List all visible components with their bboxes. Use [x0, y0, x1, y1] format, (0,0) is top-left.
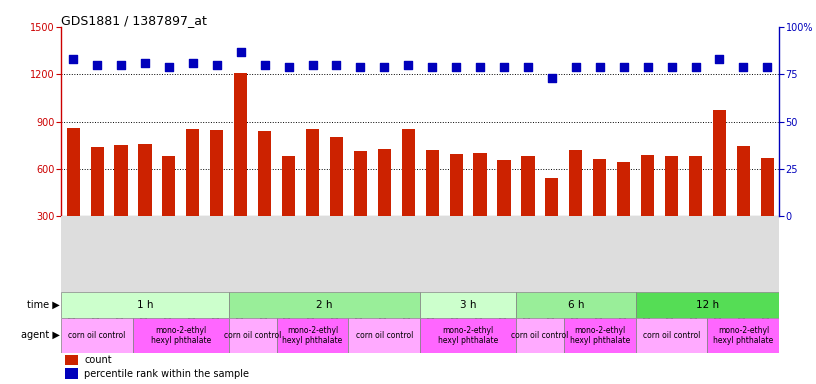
Bar [641, 155, 654, 217]
Point [617, 64, 630, 70]
Bar [354, 151, 367, 217]
Bar [570, 150, 583, 217]
Point [689, 64, 702, 70]
Bar [636, 318, 707, 353]
Text: corn oil control: corn oil control [356, 331, 413, 340]
Point [139, 60, 152, 66]
Bar [61, 318, 133, 353]
Bar [617, 162, 630, 217]
Text: corn oil control: corn oil control [643, 331, 700, 340]
Bar [228, 318, 277, 353]
Bar [330, 137, 343, 217]
Point [593, 64, 606, 70]
Bar [282, 156, 295, 217]
Point [67, 56, 80, 62]
Bar [277, 318, 348, 353]
Bar [450, 154, 463, 217]
Bar [61, 292, 228, 318]
Text: corn oil control: corn oil control [512, 331, 569, 340]
Text: 2 h: 2 h [317, 300, 333, 310]
Point [162, 64, 175, 70]
Bar [162, 156, 175, 217]
Bar [306, 129, 319, 217]
Text: GDS1881 / 1387897_at: GDS1881 / 1387897_at [61, 14, 207, 27]
Point [665, 64, 678, 70]
Text: mono-2-ethyl
hexyl phthalate: mono-2-ethyl hexyl phthalate [713, 326, 774, 345]
Bar [521, 156, 534, 217]
Bar [91, 147, 104, 217]
Bar [234, 73, 247, 217]
Bar [516, 292, 636, 318]
Point [498, 64, 511, 70]
Point [330, 62, 343, 68]
Text: mono-2-ethyl
hexyl phthalate: mono-2-ethyl hexyl phthalate [570, 326, 630, 345]
Bar [67, 128, 80, 217]
Point [570, 64, 583, 70]
Text: 3 h: 3 h [460, 300, 477, 310]
Text: 1 h: 1 h [137, 300, 153, 310]
Point [114, 62, 127, 68]
Bar [114, 144, 127, 217]
Bar [761, 158, 774, 217]
Point [234, 48, 247, 55]
Bar [211, 130, 224, 217]
Bar [665, 156, 678, 217]
Point [545, 75, 558, 81]
Point [282, 64, 295, 70]
Bar [516, 318, 564, 353]
Bar [593, 159, 606, 217]
Bar [228, 292, 420, 318]
Point [378, 64, 391, 70]
Point [91, 62, 104, 68]
Point [401, 62, 415, 68]
Bar [473, 153, 486, 217]
Text: count: count [84, 355, 112, 365]
Point [306, 62, 319, 68]
Bar [564, 318, 636, 353]
Bar [713, 110, 726, 217]
Point [473, 64, 486, 70]
Bar [689, 156, 702, 217]
Point [521, 64, 534, 70]
Bar [186, 129, 199, 217]
Point [761, 64, 774, 70]
Bar [64, 368, 78, 379]
Text: time ▶: time ▶ [27, 300, 60, 310]
Bar [636, 292, 779, 318]
Text: mono-2-ethyl
hexyl phthalate: mono-2-ethyl hexyl phthalate [282, 326, 343, 345]
Text: corn oil control: corn oil control [69, 331, 126, 340]
Bar [545, 178, 558, 217]
Bar [426, 150, 439, 217]
Bar [64, 354, 78, 365]
Text: 12 h: 12 h [696, 300, 719, 310]
Bar [420, 292, 516, 318]
Bar [420, 318, 516, 353]
Point [450, 64, 463, 70]
Bar [139, 144, 152, 217]
Point [641, 64, 654, 70]
Text: 6 h: 6 h [568, 300, 584, 310]
Bar [707, 318, 779, 353]
Bar [378, 149, 391, 217]
Point [426, 64, 439, 70]
Bar [133, 318, 228, 353]
Text: mono-2-ethyl
hexyl phthalate: mono-2-ethyl hexyl phthalate [438, 326, 499, 345]
Bar [401, 129, 415, 217]
Point [354, 64, 367, 70]
Text: percentile rank within the sample: percentile rank within the sample [84, 369, 249, 379]
Text: mono-2-ethyl
hexyl phthalate: mono-2-ethyl hexyl phthalate [151, 326, 211, 345]
Bar [348, 318, 420, 353]
Point [186, 60, 199, 66]
Point [258, 62, 271, 68]
Bar [498, 161, 511, 217]
Text: agent ▶: agent ▶ [20, 330, 60, 340]
Text: corn oil control: corn oil control [224, 331, 282, 340]
Bar [258, 131, 271, 217]
Point [737, 64, 750, 70]
Bar [737, 146, 750, 217]
Point [713, 56, 726, 62]
Point [211, 62, 224, 68]
